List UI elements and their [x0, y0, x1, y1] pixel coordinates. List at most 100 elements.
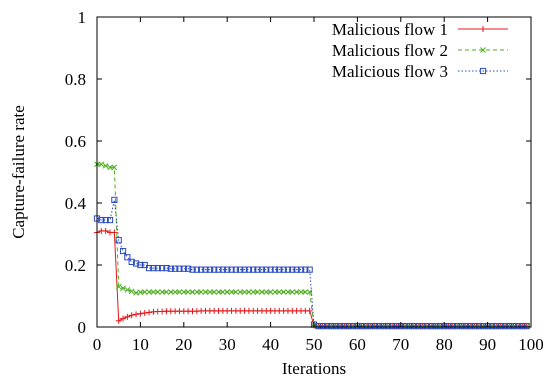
data-point: [402, 322, 409, 330]
data-point: [519, 322, 526, 330]
data-point: [285, 289, 291, 295]
data-point: [341, 322, 348, 330]
data-point: [159, 289, 165, 295]
data-point: [276, 266, 283, 273]
data-point: [423, 322, 430, 330]
data-point: [488, 322, 496, 330]
series-1: [94, 227, 530, 330]
data-point: [141, 261, 148, 269]
cross-marker-b: [111, 164, 118, 171]
data-point: [198, 266, 205, 273]
cross-marker-b: [133, 290, 139, 296]
data-point: [415, 322, 422, 330]
data-point: [228, 266, 235, 273]
data-point: [224, 289, 231, 295]
y-tick-label: 0.4: [65, 194, 87, 213]
cross-marker-b: [206, 289, 213, 295]
data-point: [462, 322, 469, 330]
y-axis-label: Capture-failure rate: [9, 105, 28, 239]
cross-marker-b: [124, 286, 131, 293]
cross-marker-b: [306, 289, 313, 295]
cross-marker-b: [267, 289, 274, 295]
data-point: [215, 289, 222, 295]
data-point: [245, 266, 253, 273]
cross-marker-b: [298, 289, 304, 295]
data-point: [111, 164, 118, 171]
data-point: [259, 289, 265, 295]
data-point: [146, 289, 152, 295]
data-point: [263, 289, 270, 295]
series-2: [94, 161, 530, 330]
x-tick-label: 90: [479, 335, 496, 354]
data-point: [246, 289, 252, 295]
data-point: [419, 322, 426, 330]
legend-marker: [479, 67, 487, 75]
cross-marker-b: [193, 289, 200, 295]
cross-marker-b: [233, 289, 239, 295]
data-point: [323, 322, 331, 330]
data-point: [107, 164, 113, 171]
data-point: [280, 266, 287, 273]
data-point: [250, 266, 257, 273]
data-point: [267, 289, 274, 295]
data-point: [332, 322, 339, 330]
data-point: [172, 289, 178, 295]
data-point: [284, 266, 292, 273]
data-point: [219, 266, 226, 273]
data-point: [432, 322, 439, 330]
cross-marker-b: [220, 289, 226, 295]
data-point: [193, 266, 200, 273]
data-point: [289, 289, 296, 295]
cross-marker-b: [167, 289, 174, 295]
data-point: [306, 307, 313, 314]
data-point: [145, 265, 153, 272]
cross-marker-b: [98, 161, 105, 168]
data-point: [206, 266, 213, 273]
cross-marker-b: [115, 283, 122, 290]
data-point: [150, 289, 157, 295]
data-point: [115, 317, 122, 324]
legend: Malicious flow 1 Malicious flow 2 Maliciou…: [332, 20, 508, 81]
data-point: [241, 266, 248, 273]
data-point: [523, 322, 530, 330]
data-point: [211, 266, 218, 273]
data-point: [306, 266, 313, 273]
data-point: [176, 265, 183, 272]
data-point: [120, 315, 127, 322]
cross-marker-b: [102, 162, 109, 169]
cross-marker-b: [150, 289, 157, 295]
cross-marker-b: [241, 289, 248, 295]
data-point: [220, 289, 226, 295]
data-point: [124, 313, 131, 320]
data-point: [198, 289, 205, 295]
y-tick-label: 0.8: [65, 70, 86, 89]
cross-marker-b: [141, 289, 148, 295]
data-point: [193, 289, 200, 295]
legend-marker: [480, 26, 486, 32]
data-point: [358, 322, 365, 330]
data-point: [98, 216, 105, 224]
data-point: [371, 322, 378, 330]
data-point: [102, 162, 109, 169]
data-point: [176, 289, 183, 295]
cross-marker-b: [237, 289, 244, 295]
data-point: [272, 289, 278, 295]
data-point: [302, 289, 309, 295]
data-point: [172, 265, 179, 272]
data-point: [115, 283, 122, 290]
data-point: [228, 289, 235, 295]
data-point: [233, 289, 239, 295]
data-point: [376, 322, 383, 330]
data-point: [514, 322, 522, 330]
x-tick-label: 0: [93, 335, 102, 354]
data-point: [389, 322, 396, 330]
data-point: [232, 266, 239, 273]
cross-marker-b: [202, 289, 209, 295]
data-point: [315, 322, 322, 330]
data-point: [263, 266, 270, 273]
data-point: [297, 266, 305, 273]
data-point: [306, 289, 313, 295]
data-point: [102, 216, 109, 224]
data-point: [237, 266, 244, 273]
data-point: [211, 289, 218, 295]
